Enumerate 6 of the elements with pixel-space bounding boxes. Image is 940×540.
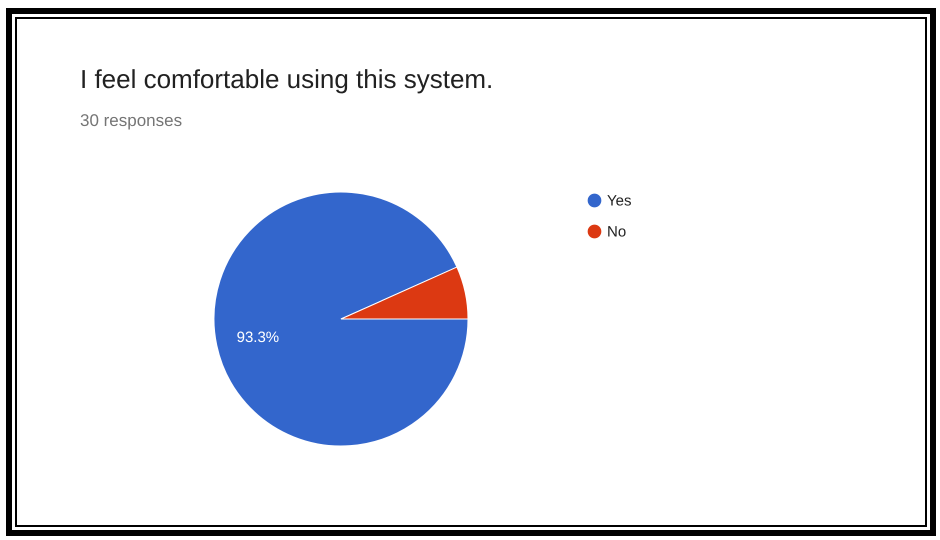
- chart-title: I feel comfortable using this system.: [80, 64, 494, 95]
- legend-label: No: [607, 224, 626, 240]
- legend-label: Yes: [607, 192, 632, 210]
- chart-subtitle: 30 responses: [80, 111, 182, 131]
- data-label: 93.3%: [236, 328, 280, 346]
- pie-slice: [214, 192, 468, 446]
